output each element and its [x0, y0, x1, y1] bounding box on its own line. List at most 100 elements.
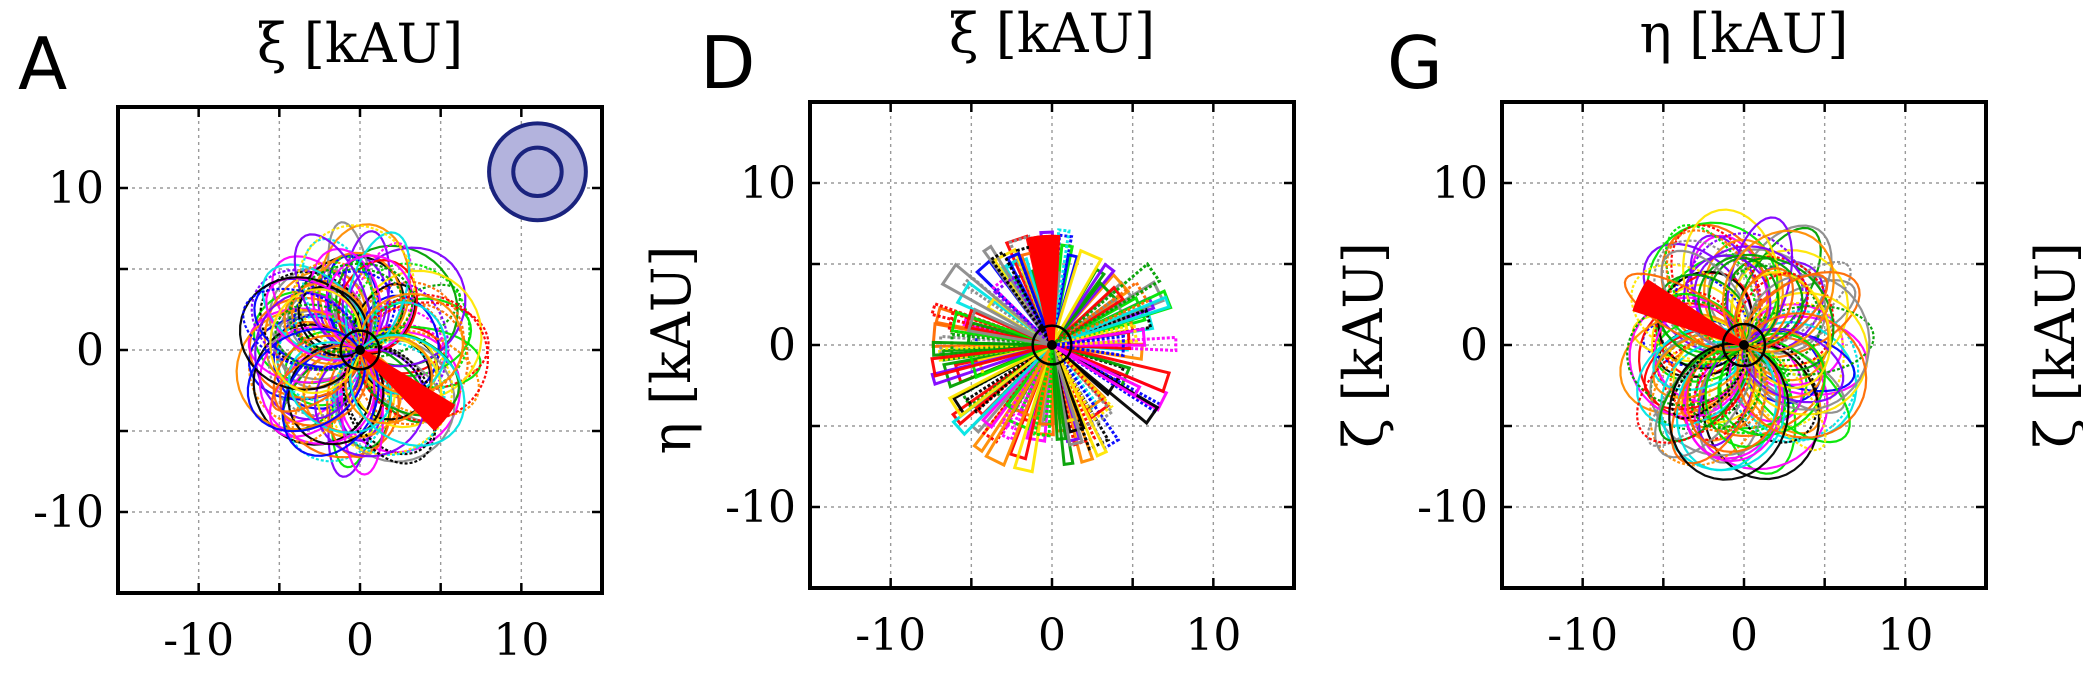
trajectory — [1051, 297, 1127, 347]
x-tick-label: -10 — [855, 610, 926, 661]
center-dot — [355, 345, 365, 355]
center-overlay — [339, 121, 588, 371]
trajectory — [1671, 341, 1749, 420]
trajectory — [301, 237, 378, 353]
trajectory — [290, 260, 381, 357]
trajectory — [1032, 344, 1054, 438]
trajectory — [1653, 239, 1759, 354]
tick-labels: -10 0 10 -10 0 10 — [725, 158, 1241, 661]
trajectory — [1051, 261, 1162, 347]
panel-g: G η [kAU] -10 0 10 -10 0 10 ζ [kAU] — [1387, 2, 2083, 661]
trajectory — [1050, 344, 1121, 451]
trajectory — [343, 344, 438, 456]
trajectory — [357, 281, 465, 396]
trajectory — [1050, 344, 1097, 447]
trajectory — [1051, 334, 1125, 358]
trajectory — [258, 326, 376, 446]
highlight-trajectory — [1632, 306, 1745, 348]
trajectory — [1740, 273, 1829, 350]
x-tick-label: 0 — [1730, 610, 1758, 661]
trajectory — [930, 343, 1053, 378]
trajectory — [332, 341, 446, 456]
trajectory — [329, 336, 454, 456]
trajectory — [1050, 285, 1126, 347]
trajectories — [1619, 208, 1875, 481]
trajectory — [1051, 335, 1178, 353]
inner-circle — [339, 329, 381, 371]
trajectory — [965, 343, 1053, 414]
y-tick-label: 10 — [1432, 158, 1488, 209]
trajectory — [1722, 264, 1822, 362]
trajectory — [271, 343, 363, 413]
x-tick-label: -10 — [1547, 610, 1618, 661]
trajectory — [287, 343, 385, 446]
trajectory — [1721, 229, 1835, 354]
panel-d: D ξ [kAU] -10 0 10 -10 0 10 ζ [kAU] — [700, 2, 1395, 661]
trajectory — [358, 301, 490, 391]
x-tick-label: 0 — [1038, 610, 1066, 661]
trajectory — [1051, 308, 1153, 347]
trajectory — [313, 347, 427, 458]
trajectory — [291, 347, 366, 445]
y-tick-label: -10 — [1417, 482, 1488, 533]
trajectory — [1051, 343, 1172, 394]
trajectory — [1686, 231, 1804, 347]
x-tick-label: 10 — [1877, 610, 1933, 661]
trajectories — [235, 221, 490, 478]
panel-label-a: A — [18, 22, 67, 106]
trajectory — [1005, 251, 1054, 346]
trajectory — [292, 270, 396, 357]
trajectory — [324, 254, 414, 352]
trajectory — [1669, 335, 1769, 433]
trajectory — [1658, 340, 1751, 443]
trajectory — [348, 333, 466, 447]
panel-label-d: D — [700, 21, 755, 105]
ticks — [1502, 102, 1986, 588]
inset-inner-circle — [511, 145, 564, 199]
trajectory — [1051, 343, 1142, 398]
center-overlay — [1031, 324, 1073, 366]
inner-circle — [1721, 322, 1767, 368]
trajectory — [1050, 248, 1104, 346]
trajectory — [1738, 342, 1827, 452]
trajectory — [252, 323, 374, 446]
trajectory — [1724, 255, 1835, 368]
y-tick-label: 0 — [768, 320, 796, 371]
trajectory — [1050, 343, 1114, 422]
trajectory — [1695, 343, 1791, 435]
trajectory — [931, 340, 1053, 357]
top-axis-title: ξ [kAU] — [949, 2, 1155, 65]
trajectory — [947, 343, 1053, 418]
y-tick-label: 0 — [76, 325, 104, 376]
y-tick-label: 10 — [740, 158, 796, 209]
trajectory — [966, 307, 1053, 347]
trajectory — [1736, 312, 1868, 439]
center-overlay — [1721, 322, 1767, 368]
trajectory — [1740, 270, 1861, 359]
trajectory — [269, 288, 363, 395]
y-tick-label: -10 — [33, 487, 104, 538]
panel-label-g: G — [1387, 21, 1443, 105]
top-axis-title: ξ [kAU] — [257, 12, 463, 75]
ticks — [810, 102, 1294, 588]
trajectory — [358, 293, 490, 422]
trajectory — [1050, 262, 1116, 346]
trajectory — [1051, 295, 1171, 347]
trajectory — [342, 345, 437, 465]
trajectory — [261, 263, 367, 361]
trajectory — [1686, 343, 1782, 454]
trajectory — [288, 262, 414, 354]
trajectory — [242, 287, 363, 370]
trajectory — [238, 276, 363, 391]
trajectory — [1051, 322, 1139, 347]
trajectory — [989, 250, 1054, 346]
trajectory — [940, 262, 1053, 347]
trajectory — [1660, 249, 1752, 351]
trajectory — [1000, 344, 1054, 430]
top-axis-title: η [kAU] — [1640, 2, 1849, 65]
right-axis-title: ζ [kAU] — [1332, 242, 1395, 448]
trajectory — [1664, 223, 1758, 349]
tick-labels: -10 0 10 -10 0 10 — [1417, 158, 1933, 661]
trajectory — [341, 230, 391, 352]
y-tick-label: 0 — [1460, 320, 1488, 371]
